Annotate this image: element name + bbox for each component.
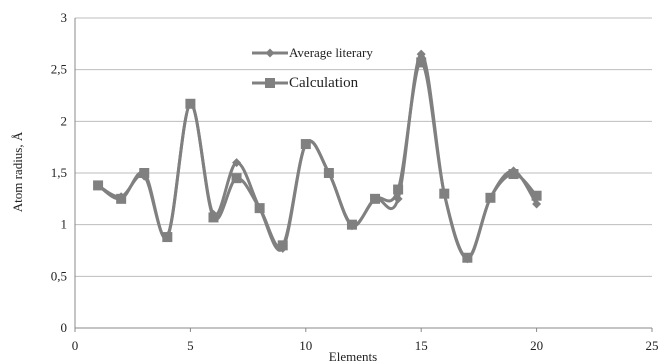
x-tick-label: 10 — [299, 338, 312, 353]
diamond-marker — [532, 199, 542, 209]
y-tick-label: 0,5 — [51, 268, 67, 283]
x-tick-label: 5 — [187, 338, 194, 353]
square-marker — [254, 203, 265, 214]
series-group — [93, 49, 542, 264]
square-marker — [508, 169, 519, 180]
grid-lines — [75, 17, 652, 329]
axes — [74, 18, 653, 332]
square-marker — [370, 193, 381, 204]
square-marker — [346, 219, 357, 230]
x-tick-label: 25 — [646, 338, 659, 353]
square-marker — [416, 57, 427, 68]
square-marker — [300, 139, 311, 150]
square-marker — [393, 184, 404, 195]
y-tick-label: 2 — [61, 113, 68, 128]
square-marker — [531, 190, 542, 201]
legend: Average literary Calculation — [252, 45, 373, 91]
x-axis-title: Elements — [329, 349, 377, 364]
series-calculation — [93, 57, 542, 263]
legend-label: Calculation — [289, 75, 359, 91]
legend-diamond-marker — [265, 48, 275, 58]
square-marker — [139, 168, 150, 178]
y-tick-label: 1,5 — [51, 165, 67, 180]
x-tick-label: 0 — [72, 338, 79, 353]
y-tick-labels: 0 0,5 1 1,5 2 2,5 3 — [51, 10, 67, 335]
x-tick-label: 20 — [530, 338, 543, 353]
y-tick-label: 3 — [61, 10, 68, 25]
y-tick-label: 2,5 — [51, 62, 67, 77]
diamond-marker — [232, 158, 242, 168]
y-axis-title: Atom radius, Å — [10, 131, 25, 212]
legend-square-marker — [265, 78, 275, 88]
square-marker — [323, 168, 334, 178]
x-tick-labels: 0 5 10 15 20 25 — [72, 338, 659, 353]
x-tick-label: 15 — [415, 338, 428, 353]
square-marker — [116, 193, 127, 204]
series-line — [97, 60, 538, 260]
square-marker — [277, 240, 288, 251]
square-marker — [439, 188, 450, 199]
legend-label: Average literary — [289, 45, 373, 60]
square-marker — [231, 173, 242, 184]
square-marker — [208, 212, 219, 223]
y-tick-label: 0 — [61, 320, 68, 335]
square-marker — [162, 232, 173, 243]
square-marker — [462, 252, 473, 263]
diamond-marker — [416, 49, 426, 59]
y-tick-label: 1 — [61, 217, 68, 232]
square-marker — [93, 180, 104, 191]
square-marker — [185, 98, 196, 109]
square-marker — [485, 192, 496, 203]
